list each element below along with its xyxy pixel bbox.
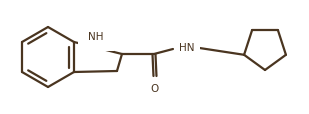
Text: O: O (151, 83, 159, 93)
Text: HN: HN (179, 43, 194, 53)
Text: NH: NH (88, 32, 104, 42)
